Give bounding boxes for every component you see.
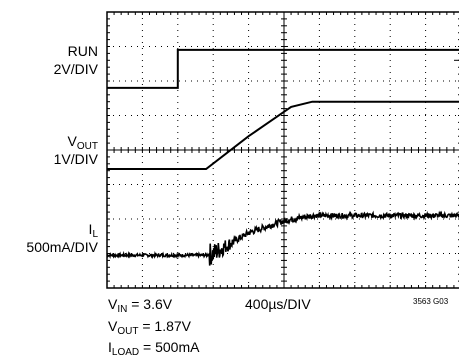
vin-condition: VIN = 3.6V — [108, 296, 173, 315]
iload-condition: ILOAD = 500mA — [108, 339, 200, 358]
il-channel-name: IL — [0, 221, 98, 240]
vout-condition: VOUT = 1.87V — [108, 318, 191, 337]
iload-main: I — [108, 339, 112, 355]
il-sub: L — [92, 229, 98, 240]
il-trace — [106, 210, 459, 266]
vout-channel-name: VOUT — [0, 133, 98, 152]
run-channel-name: RUN — [67, 43, 98, 59]
vout-sub: OUT — [76, 141, 98, 152]
run-trace — [107, 48, 459, 89]
vout-trace — [107, 100, 459, 170]
il-main: I — [88, 221, 93, 237]
vout-cond-value: = 1.87V — [138, 318, 191, 334]
vout-cond-main: V — [108, 318, 118, 334]
vin-main: V — [108, 296, 118, 312]
time-scale: 400µs/DIV — [245, 296, 311, 312]
vin-value: = 3.6V — [127, 296, 173, 312]
iload-sub: LOAD — [111, 347, 140, 358]
vin-sub: IN — [117, 304, 128, 315]
iload-value: = 500mA — [139, 339, 200, 355]
run-channel-scale: 2V/DIV — [53, 61, 98, 77]
figure-id: 3563 G03 — [413, 297, 449, 306]
vout-cond-sub: OUT — [117, 326, 139, 337]
vout-channel-scale: 1V/DIV — [53, 151, 98, 167]
vout-main: V — [67, 133, 77, 149]
il-channel-scale: 500mA/DIV — [26, 239, 98, 255]
